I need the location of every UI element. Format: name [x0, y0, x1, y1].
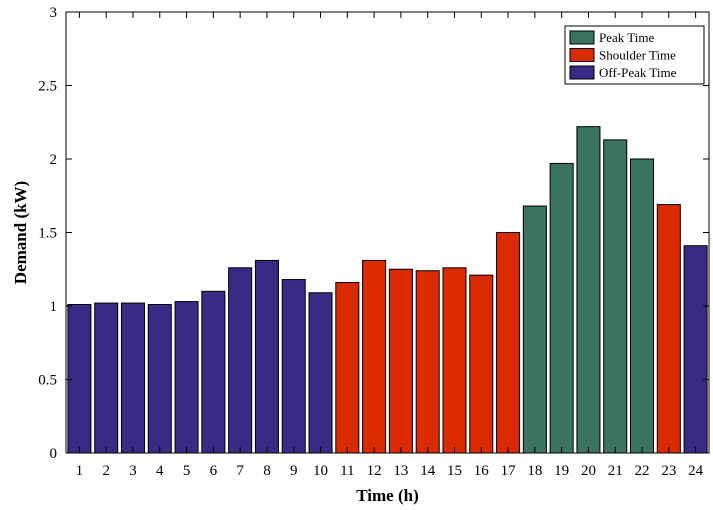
bar-hour-7	[228, 267, 253, 454]
legend-label-peak: Peak Time	[599, 30, 654, 45]
bar-hour-11	[335, 281, 360, 454]
x-tick-label: 7	[236, 463, 244, 479]
y-tick-label: 1	[50, 299, 58, 315]
bar-hour-20	[576, 126, 601, 454]
x-tick-label: 13	[393, 463, 408, 479]
x-tick-label: 14	[420, 463, 436, 479]
x-axis-title: Time (h)	[356, 486, 419, 505]
bar-hour-5	[174, 301, 199, 454]
x-tick-label: 3	[129, 463, 137, 479]
y-tick-label: 2.5	[38, 79, 57, 95]
y-tick-label: 0	[50, 446, 58, 462]
x-tick-label: 24	[688, 463, 704, 479]
x-tick-label: 6	[210, 463, 218, 479]
x-tick-label: 4	[156, 463, 164, 479]
x-tick-label: 15	[447, 463, 462, 479]
bar-hour-10	[308, 292, 333, 454]
x-tick-label: 20	[581, 463, 596, 479]
x-tick-label: 10	[313, 463, 328, 479]
bar-hour-24	[683, 245, 708, 454]
bar-hour-19	[549, 162, 574, 454]
bar-hour-1	[67, 304, 92, 454]
x-tick-label: 23	[661, 463, 676, 479]
y-tick-label: 3	[50, 5, 58, 21]
bar-hour-2	[94, 302, 119, 454]
bar-hour-18	[522, 205, 547, 454]
bar-hour-17	[496, 232, 521, 454]
x-tick-label: 17	[501, 463, 517, 479]
x-tick-label: 18	[527, 463, 542, 479]
x-tick-label: 22	[635, 463, 650, 479]
x-tick-label: 8	[263, 463, 271, 479]
legend-swatch-shoulder	[569, 48, 595, 62]
legend-label-off: Off-Peak Time	[599, 65, 677, 80]
bar-hour-8	[254, 259, 279, 454]
ticks-group: 1 2 3 4 5 6 7 8 9 10 11 12 13 14 15 16 17 18 19 20 21 22 23 240…	[38, 5, 709, 479]
legend-swatch-off	[569, 65, 595, 80]
x-tick-label: 1	[76, 463, 84, 479]
bar-hour-13	[388, 268, 413, 454]
x-tick-label: 16	[474, 463, 490, 479]
x-tick-label: 9	[290, 463, 298, 479]
x-tick-label: 19	[554, 463, 569, 479]
y-tick-label: 0.5	[38, 373, 57, 389]
x-tick-label: 21	[608, 463, 623, 479]
bar-hour-22	[630, 158, 655, 454]
x-tick-label: 2	[102, 463, 110, 479]
y-axis-title: Demand (kW)	[11, 181, 30, 284]
bars-group	[67, 126, 708, 454]
x-tick-label: 5	[183, 463, 191, 479]
bar-hour-3	[120, 302, 145, 454]
y-tick-label: 2	[50, 152, 58, 168]
bar-hour-9	[281, 279, 306, 454]
bar-hour-6	[201, 290, 226, 454]
x-tick-label: 12	[367, 463, 382, 479]
bar-hour-16	[469, 274, 494, 454]
bar-hour-15	[442, 267, 467, 454]
bar-hour-12	[362, 259, 387, 454]
bar-hour-14	[415, 270, 440, 454]
bar-hour-23	[656, 204, 681, 454]
y-tick-label: 1.5	[38, 226, 57, 242]
legend-label-shoulder: Shoulder Time	[599, 48, 676, 63]
bar-hour-4	[147, 304, 172, 454]
legend-swatch-peak	[569, 30, 595, 45]
legend: Peak Time Shoulder Time Off-Peak Time	[564, 25, 705, 85]
x-tick-label: 11	[340, 463, 354, 479]
bar-hour-21	[603, 139, 628, 454]
